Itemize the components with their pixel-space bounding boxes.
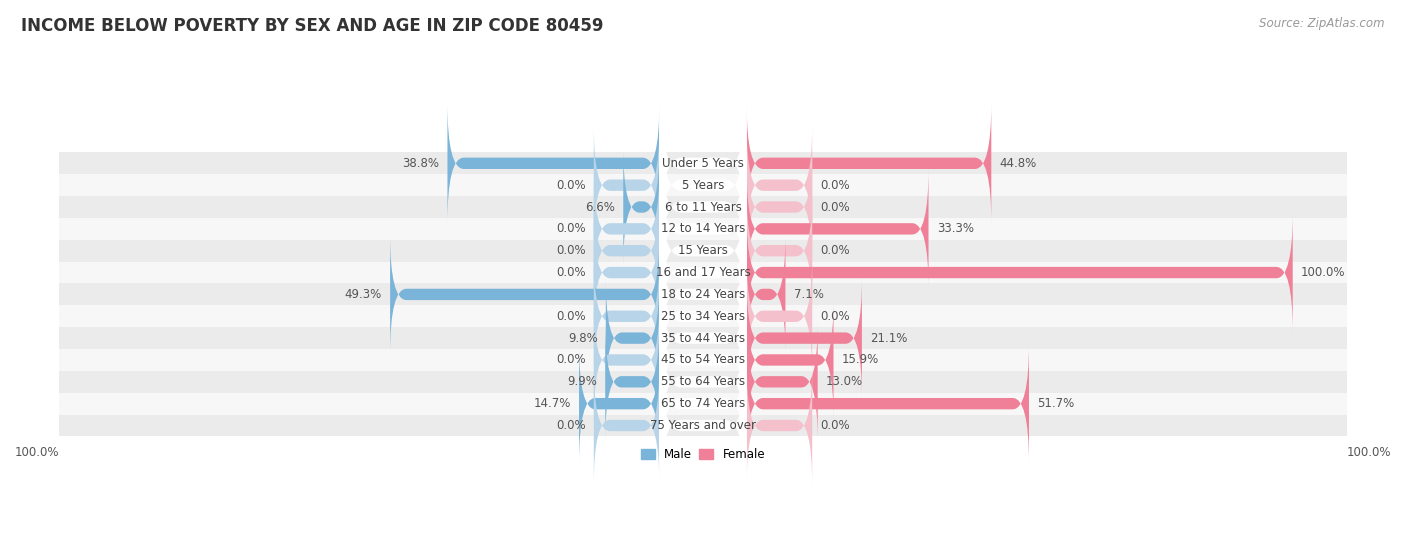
FancyBboxPatch shape	[659, 147, 747, 311]
FancyBboxPatch shape	[593, 257, 659, 376]
FancyBboxPatch shape	[659, 257, 747, 420]
Text: 100.0%: 100.0%	[1347, 446, 1391, 458]
Text: 15.9%: 15.9%	[842, 353, 879, 367]
Bar	[59, 218, 1347, 240]
Text: 21.1%: 21.1%	[870, 331, 907, 344]
Text: 100.0%: 100.0%	[1301, 266, 1346, 279]
FancyBboxPatch shape	[747, 344, 1029, 463]
FancyBboxPatch shape	[659, 82, 747, 245]
FancyBboxPatch shape	[659, 278, 747, 442]
Text: 13.0%: 13.0%	[825, 375, 863, 389]
Text: 9.9%: 9.9%	[567, 375, 598, 389]
Text: INCOME BELOW POVERTY BY SEX AND AGE IN ZIP CODE 80459: INCOME BELOW POVERTY BY SEX AND AGE IN Z…	[21, 17, 603, 35]
Text: 14.7%: 14.7%	[533, 397, 571, 410]
FancyBboxPatch shape	[593, 366, 659, 485]
Text: 0.0%: 0.0%	[820, 310, 851, 323]
Text: 0.0%: 0.0%	[555, 310, 586, 323]
Text: 0.0%: 0.0%	[555, 266, 586, 279]
FancyBboxPatch shape	[747, 169, 928, 289]
FancyBboxPatch shape	[747, 147, 813, 267]
FancyBboxPatch shape	[659, 322, 747, 485]
FancyBboxPatch shape	[747, 366, 813, 485]
FancyBboxPatch shape	[747, 235, 786, 354]
FancyBboxPatch shape	[593, 212, 659, 333]
Text: 7.1%: 7.1%	[793, 288, 824, 301]
FancyBboxPatch shape	[659, 103, 747, 267]
Bar	[59, 174, 1347, 196]
FancyBboxPatch shape	[659, 169, 747, 333]
Text: 0.0%: 0.0%	[820, 179, 851, 192]
Text: 0.0%: 0.0%	[555, 419, 586, 432]
Text: 16 and 17 Years: 16 and 17 Years	[655, 266, 751, 279]
Bar	[59, 196, 1347, 218]
FancyBboxPatch shape	[747, 278, 862, 398]
Text: 0.0%: 0.0%	[820, 419, 851, 432]
Text: 9.8%: 9.8%	[568, 331, 598, 344]
Bar	[59, 371, 1347, 393]
Bar	[59, 393, 1347, 415]
Text: 0.0%: 0.0%	[555, 353, 586, 367]
FancyBboxPatch shape	[593, 125, 659, 245]
Legend: Male, Female: Male, Female	[636, 443, 770, 466]
FancyBboxPatch shape	[659, 191, 747, 354]
Text: 6.6%: 6.6%	[585, 201, 614, 214]
FancyBboxPatch shape	[593, 191, 659, 311]
FancyBboxPatch shape	[747, 257, 813, 376]
Text: 38.8%: 38.8%	[402, 157, 439, 170]
Text: 49.3%: 49.3%	[344, 288, 382, 301]
FancyBboxPatch shape	[659, 235, 747, 398]
FancyBboxPatch shape	[606, 278, 659, 398]
FancyBboxPatch shape	[747, 191, 813, 311]
FancyBboxPatch shape	[593, 300, 659, 420]
Bar	[59, 305, 1347, 327]
FancyBboxPatch shape	[747, 300, 834, 420]
FancyBboxPatch shape	[593, 169, 659, 289]
Text: 0.0%: 0.0%	[555, 222, 586, 235]
FancyBboxPatch shape	[447, 103, 659, 223]
Text: 0.0%: 0.0%	[555, 244, 586, 257]
Text: 44.8%: 44.8%	[1000, 157, 1036, 170]
Text: 33.3%: 33.3%	[936, 222, 974, 235]
Text: 0.0%: 0.0%	[820, 244, 851, 257]
FancyBboxPatch shape	[747, 103, 991, 223]
Text: 12 to 14 Years: 12 to 14 Years	[661, 222, 745, 235]
FancyBboxPatch shape	[659, 125, 747, 289]
Text: 65 to 74 Years: 65 to 74 Years	[661, 397, 745, 410]
Text: 45 to 54 Years: 45 to 54 Years	[661, 353, 745, 367]
Text: 5 Years: 5 Years	[682, 179, 724, 192]
Bar	[59, 240, 1347, 262]
Text: 0.0%: 0.0%	[555, 179, 586, 192]
FancyBboxPatch shape	[389, 235, 659, 354]
FancyBboxPatch shape	[605, 322, 659, 442]
Text: 25 to 34 Years: 25 to 34 Years	[661, 310, 745, 323]
Bar	[59, 327, 1347, 349]
Text: 100.0%: 100.0%	[15, 446, 59, 458]
FancyBboxPatch shape	[747, 212, 1292, 333]
FancyBboxPatch shape	[747, 322, 818, 442]
Text: 0.0%: 0.0%	[820, 201, 851, 214]
Bar	[59, 283, 1347, 305]
FancyBboxPatch shape	[659, 212, 747, 376]
FancyBboxPatch shape	[579, 344, 659, 463]
Text: 75 Years and over: 75 Years and over	[650, 419, 756, 432]
Text: 18 to 24 Years: 18 to 24 Years	[661, 288, 745, 301]
Bar	[59, 349, 1347, 371]
Bar	[59, 262, 1347, 283]
Text: Under 5 Years: Under 5 Years	[662, 157, 744, 170]
Text: 55 to 64 Years: 55 to 64 Years	[661, 375, 745, 389]
FancyBboxPatch shape	[659, 300, 747, 463]
Bar	[59, 153, 1347, 174]
Text: Source: ZipAtlas.com: Source: ZipAtlas.com	[1260, 17, 1385, 30]
Text: 51.7%: 51.7%	[1038, 397, 1074, 410]
FancyBboxPatch shape	[623, 147, 659, 267]
FancyBboxPatch shape	[659, 344, 747, 507]
FancyBboxPatch shape	[747, 125, 813, 245]
Bar	[59, 415, 1347, 437]
Text: 35 to 44 Years: 35 to 44 Years	[661, 331, 745, 344]
Text: 15 Years: 15 Years	[678, 244, 728, 257]
Text: 6 to 11 Years: 6 to 11 Years	[665, 201, 741, 214]
